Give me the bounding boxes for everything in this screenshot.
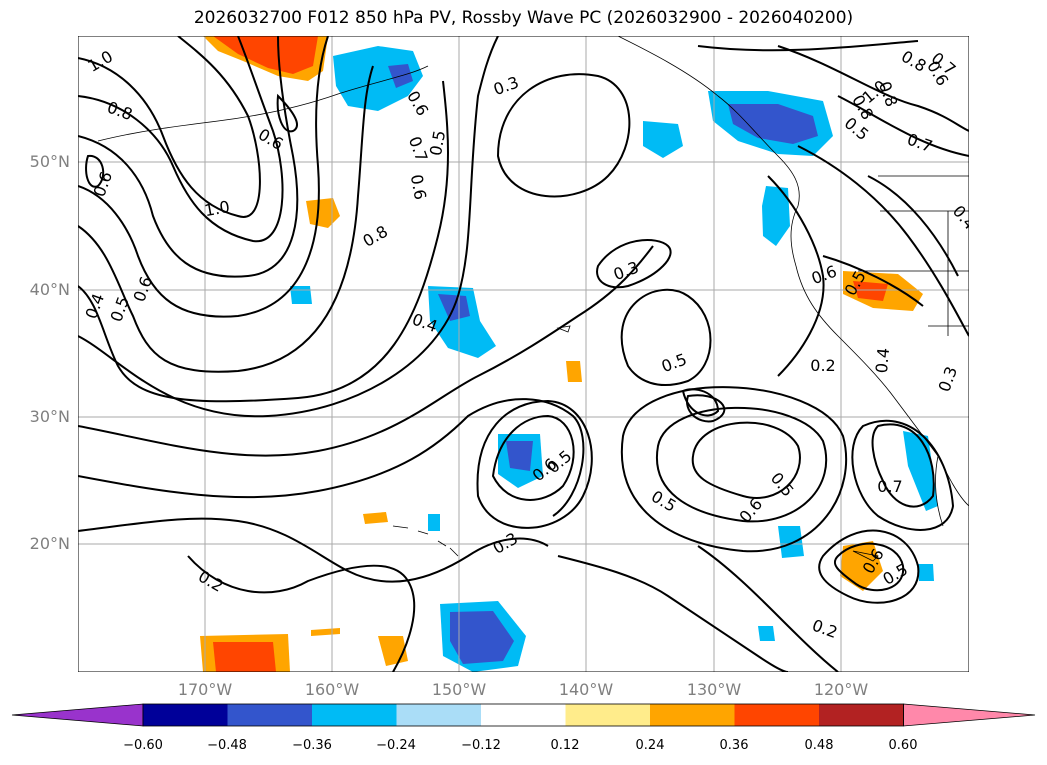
positive-anomaly-region (853, 281, 888, 301)
colorbar-segment (396, 704, 481, 726)
positive-anomaly-region (213, 642, 276, 672)
negative-anomaly-region (762, 186, 790, 246)
colorbar-tick: 0.60 (888, 738, 918, 753)
lat-label-50n: 50°N (29, 152, 70, 171)
shading-layer (200, 36, 938, 672)
lat-label-30n: 30°N (29, 407, 70, 426)
colorbar-tick: 0.48 (804, 738, 834, 753)
lon-label-150w: 150°W (431, 680, 487, 699)
negative-anomaly-region (290, 286, 312, 304)
map-title: 2026032700 F012 850 hPa PV, Rossby Wave … (193, 8, 854, 28)
colorbar-outline (142, 703, 904, 727)
positive-anomaly-region (213, 36, 318, 74)
colorbar-segment (565, 704, 650, 726)
lon-label-160w: 160°W (304, 680, 360, 699)
colorbar-segment (819, 704, 904, 726)
colorbar-tick: −0.60 (123, 738, 163, 753)
lon-label-140w: 140°W (558, 680, 614, 699)
colorbar-tick: 0.12 (550, 738, 580, 753)
positive-anomaly-region (363, 512, 388, 524)
lon-label-170w: 170°W (177, 680, 233, 699)
contour-label: 0.5 (426, 129, 449, 157)
lon-label-120w: 120°W (813, 680, 869, 699)
colorbar-tick: −0.24 (376, 738, 416, 753)
colorbar-tick: 0.24 (635, 738, 665, 753)
positive-anomaly-region (311, 628, 340, 636)
contour-label: 0.6 (407, 173, 430, 201)
negative-anomaly-region (506, 441, 533, 471)
negative-anomaly-region (758, 626, 775, 641)
colorbar-tick: −0.12 (461, 738, 501, 753)
negative-anomaly-region (903, 431, 938, 511)
negative-anomaly-region (450, 611, 514, 664)
colorbar (11, 703, 1036, 727)
negative-anomaly-region (728, 104, 818, 144)
contour-label: 0.2 (810, 356, 835, 375)
contour-label: 1.0 (203, 197, 231, 220)
colorbar-segment (227, 704, 312, 726)
colorbar-tick: −0.36 (292, 738, 332, 753)
negative-anomaly-region (428, 514, 440, 531)
colorbar-tick: −0.48 (207, 738, 247, 753)
pv-contours (78, 36, 969, 672)
contour-label: 0.7 (877, 477, 902, 496)
colorbar-tick: 0.36 (719, 738, 749, 753)
colorbar-extend-high (903, 703, 1036, 727)
negative-anomaly-region (918, 564, 934, 581)
graticule (78, 36, 969, 672)
colorbar-extend-low (11, 703, 144, 727)
map-panel: 1.00.80.60.61.00.80.60.40.50.60.70.60.50… (78, 36, 969, 672)
colorbar-segment (734, 704, 819, 726)
colorbar-segment (481, 704, 566, 726)
negative-anomaly-region (778, 526, 804, 558)
positive-anomaly-region (840, 541, 883, 591)
lon-label-130w: 130°W (686, 680, 742, 699)
colorbar-segment (143, 704, 228, 726)
lat-label-40n: 40°N (29, 280, 70, 299)
contour-label: 0.4 (872, 347, 893, 374)
negative-anomaly-region (333, 46, 423, 111)
coastlines (97, 36, 969, 562)
negative-anomaly-region (643, 121, 683, 158)
positive-anomaly-region (566, 361, 582, 382)
colorbar-segment (312, 704, 397, 726)
lat-label-20n: 20°N (29, 534, 70, 553)
colorbar-segment (650, 704, 735, 726)
